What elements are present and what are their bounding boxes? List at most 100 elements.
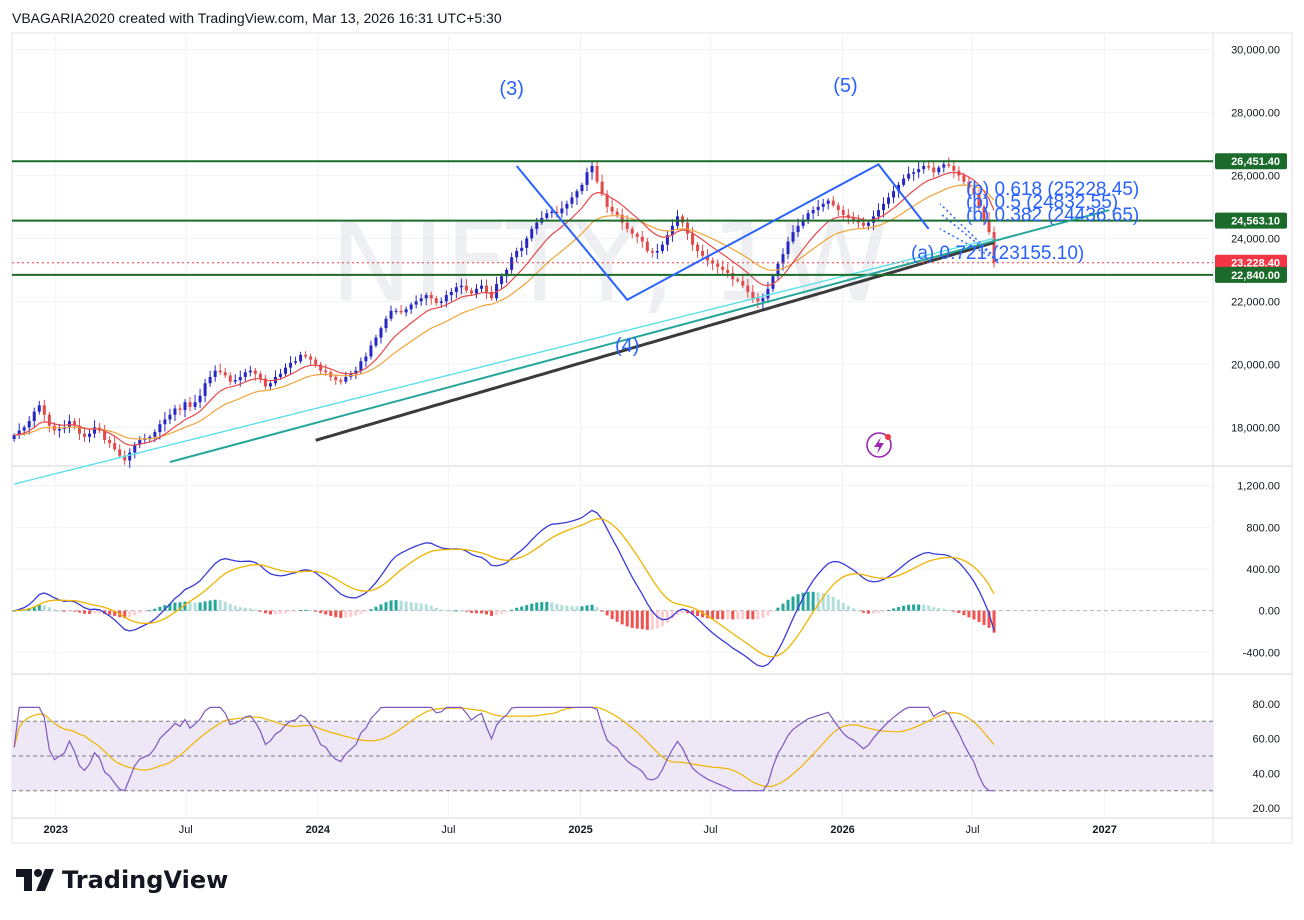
macd-histogram-bar xyxy=(620,610,624,625)
macd-histogram-bar xyxy=(394,599,398,611)
candle-body xyxy=(962,175,966,182)
macd-histogram-bar xyxy=(902,605,906,611)
macd-histogram-bar xyxy=(82,610,87,614)
macd-histogram-bar xyxy=(359,610,363,614)
macd-histogram-bar xyxy=(887,609,891,611)
macd-histogram-bar xyxy=(922,604,926,611)
candle-body xyxy=(258,373,262,379)
macd-histogram-bar xyxy=(67,610,71,612)
macd-panel[interactable] xyxy=(12,509,996,668)
price-badge-label: 22,840.00 xyxy=(1231,270,1280,282)
candle-body xyxy=(158,424,162,433)
macd-histogram-bar xyxy=(213,599,217,611)
candle-body xyxy=(550,211,554,214)
macd-histogram-bar xyxy=(871,610,875,614)
macd-histogram-bar xyxy=(490,610,494,616)
macd-histogram-bar xyxy=(284,610,288,613)
macd-histogram-bar xyxy=(379,604,383,611)
candle-body xyxy=(746,285,750,292)
macd-histogram-bar xyxy=(796,594,800,611)
candle-body xyxy=(490,291,494,299)
macd-histogram-bar xyxy=(957,610,961,614)
candle-body xyxy=(816,206,820,211)
macd-histogram-bar xyxy=(565,605,569,611)
macd-histogram-bar xyxy=(248,608,252,611)
candle-body xyxy=(791,232,795,242)
fib-label: (b) 0.382 (24436.65) xyxy=(966,205,1139,226)
macd-histogram-bar xyxy=(640,610,644,630)
macd-histogram-bar xyxy=(510,609,514,611)
tradingview-logo[interactable]: TradingView xyxy=(16,866,228,894)
macd-histogram-bar xyxy=(193,602,197,611)
macd-histogram-bar xyxy=(530,603,534,611)
candle-body xyxy=(796,225,800,233)
candle-body xyxy=(881,203,886,211)
wave-label: (4) xyxy=(615,335,639,357)
price-axis-label: 18,000.00 xyxy=(1231,422,1280,434)
tradingview-logo-icon xyxy=(16,869,54,891)
macd-histogram-bar xyxy=(263,610,267,614)
macd-histogram-bar xyxy=(650,610,654,630)
candle-body xyxy=(57,428,61,431)
macd-histogram-bar xyxy=(98,610,102,613)
macd-histogram-bar xyxy=(495,610,499,616)
rsi-band xyxy=(12,721,1213,791)
macd-histogram-bar xyxy=(168,603,172,611)
macd-histogram-bar xyxy=(987,610,991,628)
macd-histogram-bar xyxy=(570,606,574,611)
rsi-panel[interactable] xyxy=(12,706,1213,792)
macd-histogram-bar xyxy=(278,610,282,614)
candle-body xyxy=(630,228,634,234)
macd-histogram-bar xyxy=(505,610,509,613)
candle-body xyxy=(128,452,132,461)
price-panel[interactable] xyxy=(12,157,1213,485)
macd-histogram-bar xyxy=(625,610,629,627)
candle-body xyxy=(525,238,529,248)
macd-histogram-bar xyxy=(686,610,690,614)
macd-histogram-bar xyxy=(721,610,725,620)
macd-histogram-bar xyxy=(424,604,428,611)
chart-frame xyxy=(11,32,1293,844)
macd-histogram-bar xyxy=(585,605,589,611)
macd-histogram-bar xyxy=(500,610,504,614)
candle-body xyxy=(741,280,745,286)
macd-histogram-bar xyxy=(334,610,338,618)
macd-histogram-bar xyxy=(419,603,423,611)
chart-canvas[interactable]: NIFTY, 1W 2023 Jul 2024 Jul 2025 Jul 2026 Jul 20… xyxy=(0,0,1304,860)
candle-body xyxy=(384,318,388,329)
macd-histogram-bar xyxy=(404,601,408,611)
candle-body xyxy=(213,370,217,377)
candle-body xyxy=(153,432,157,437)
candle-body xyxy=(806,213,810,220)
candle-body xyxy=(610,206,614,212)
macd-histogram-bar xyxy=(766,610,770,616)
macd-histogram-bar xyxy=(72,610,76,612)
macd-histogram-bar xyxy=(655,610,659,629)
macd-histogram-bar xyxy=(801,592,805,611)
candle-body xyxy=(464,285,468,291)
macd-histogram-bar xyxy=(776,607,780,611)
candle-body xyxy=(861,222,865,226)
macd-histogram-bar xyxy=(670,610,674,620)
fib-label: (a) 0.721 (23155.10) xyxy=(911,243,1084,264)
candle-body xyxy=(510,257,514,270)
candle-body xyxy=(178,408,182,411)
macd-histogram-bar xyxy=(32,606,36,611)
macd-histogram-bar xyxy=(208,600,212,611)
candle-body xyxy=(505,269,509,277)
price-axis-label: 22,000.00 xyxy=(1231,296,1280,308)
candle-body xyxy=(93,427,97,434)
candle-body xyxy=(530,228,534,239)
macd-histogram-bar xyxy=(756,610,760,620)
macd-histogram-bar xyxy=(173,602,177,611)
candle-body xyxy=(942,164,946,168)
candle-body xyxy=(198,395,202,403)
macd-histogram-bar xyxy=(344,610,348,618)
candle-body xyxy=(77,425,81,434)
macd-histogram-bar xyxy=(273,610,277,615)
macd-histogram-bar xyxy=(108,610,112,615)
macd-histogram-bar xyxy=(836,599,840,611)
candle-body xyxy=(419,298,423,302)
symbol-watermark: NIFTY, 1W xyxy=(330,198,889,326)
macd-histogram-bar xyxy=(610,610,614,620)
